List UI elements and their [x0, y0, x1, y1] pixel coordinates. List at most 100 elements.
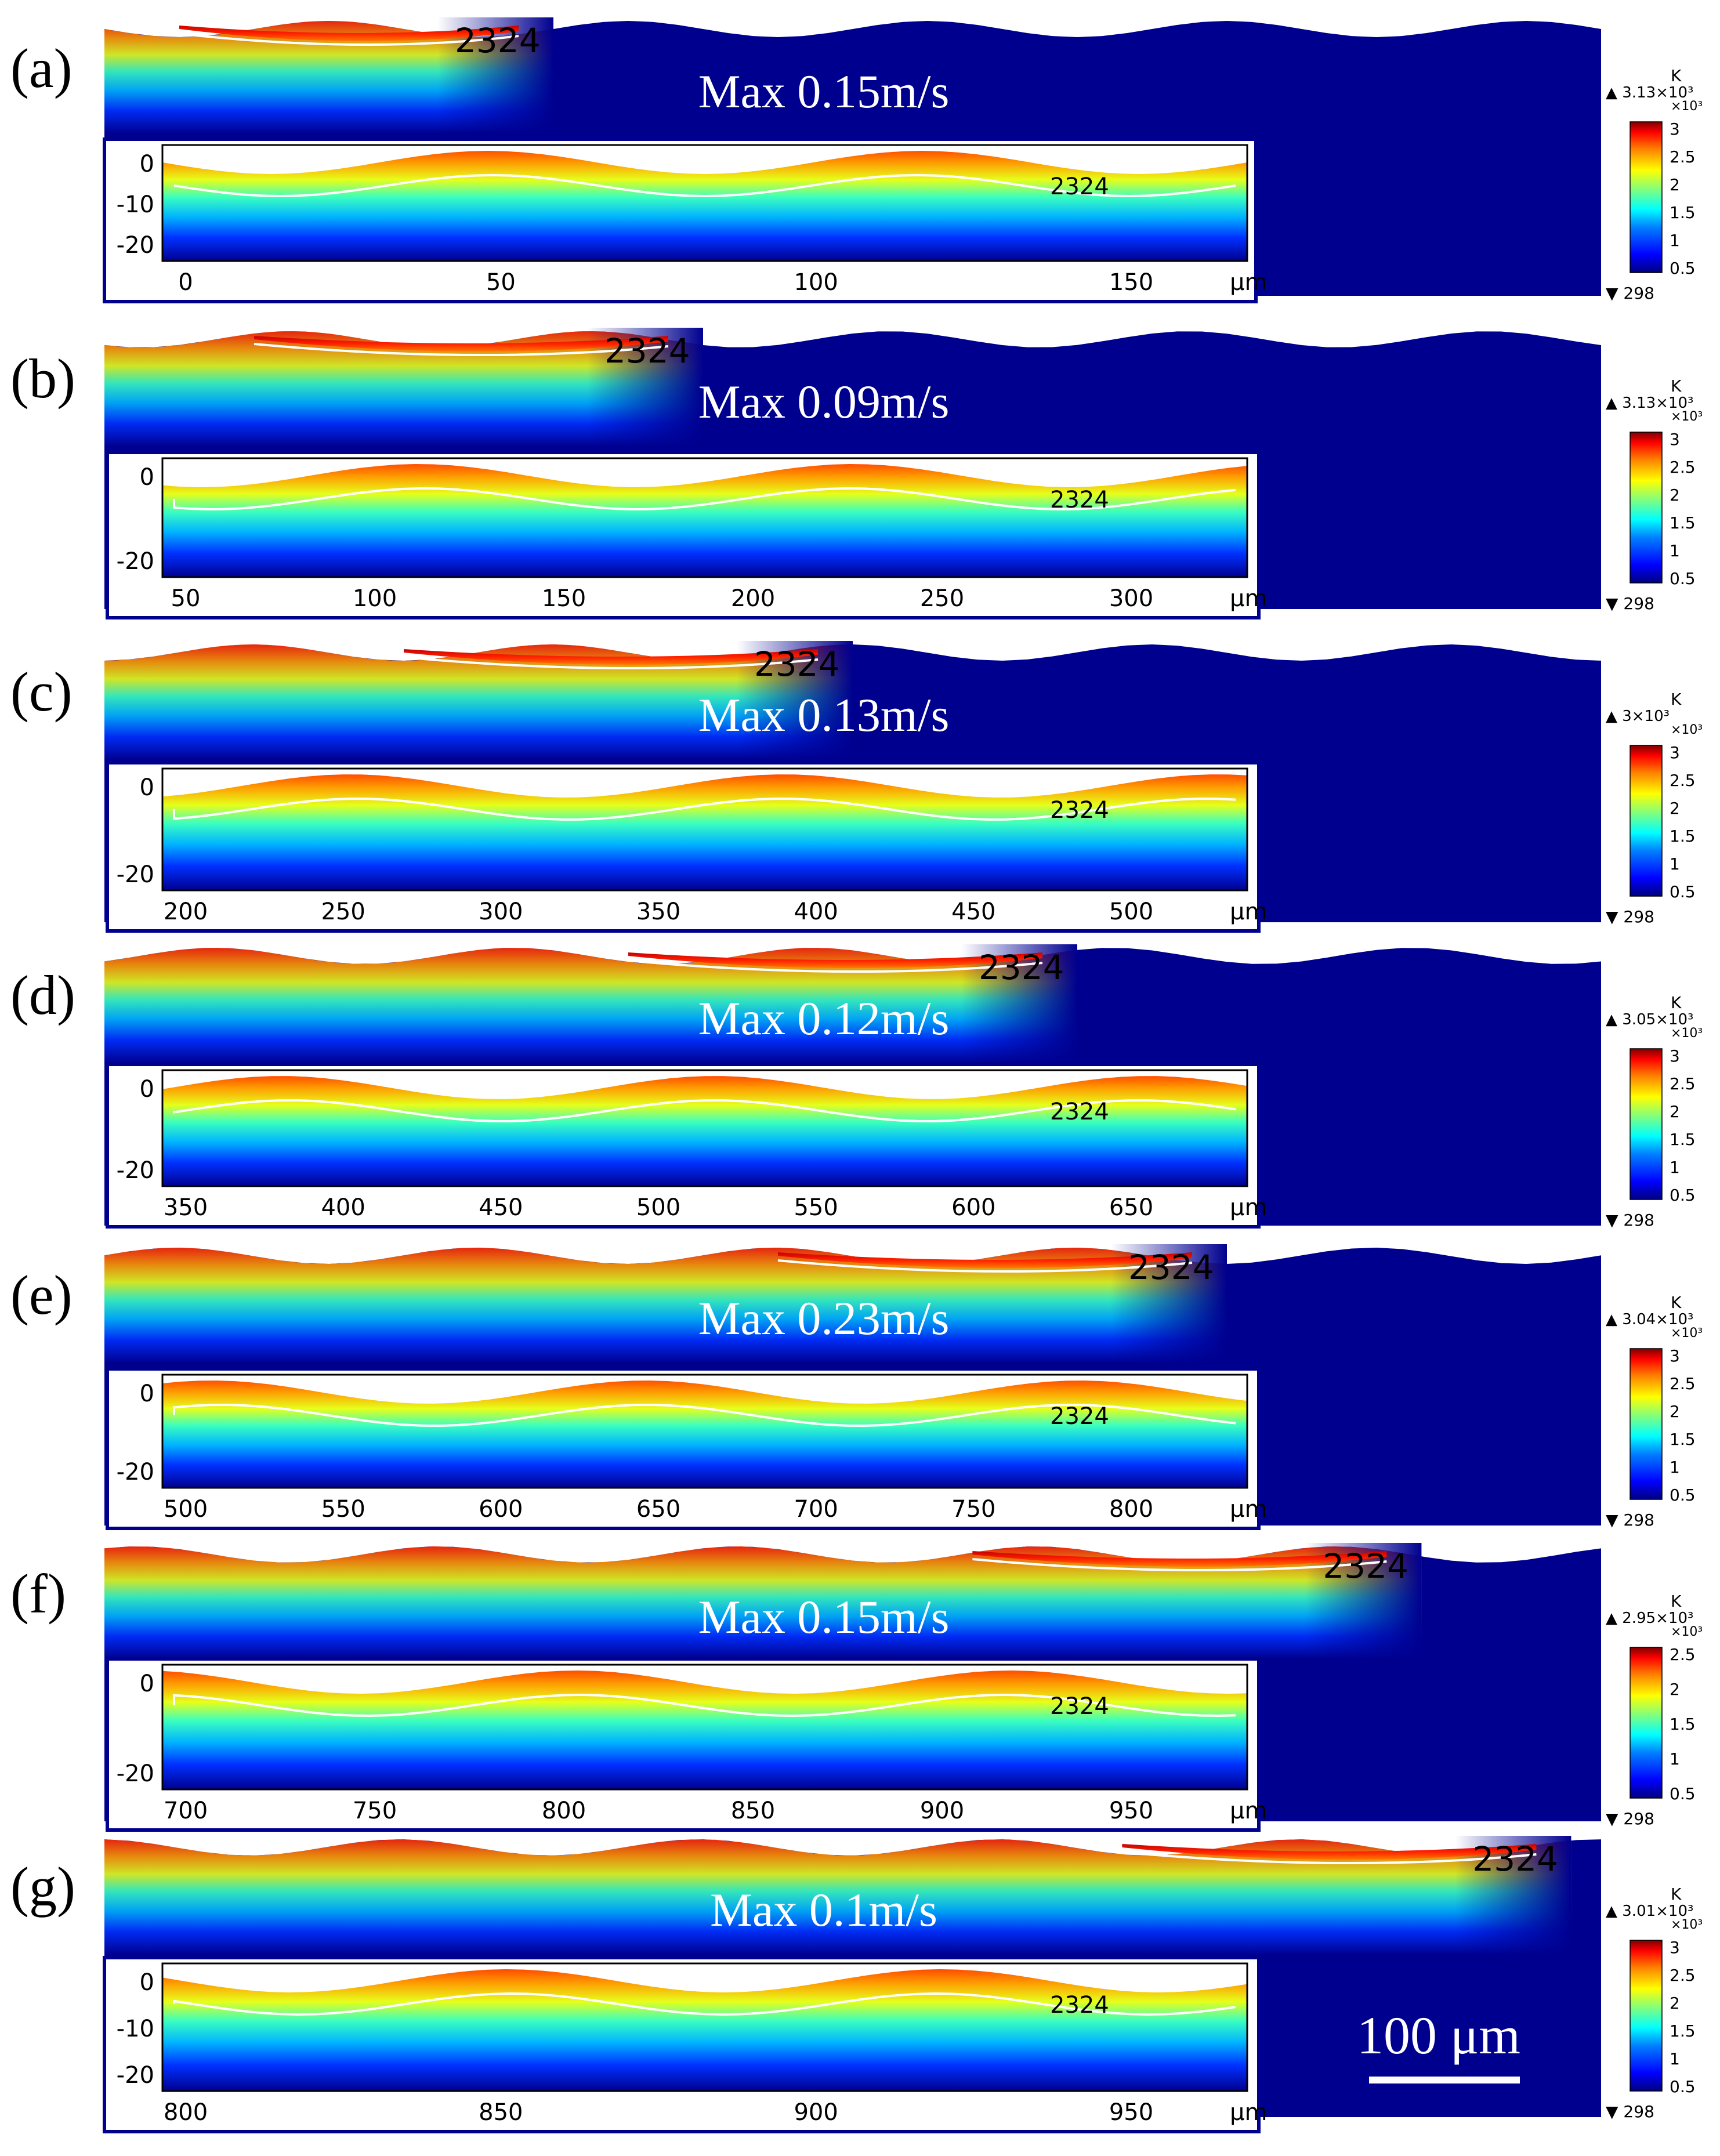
isotherm-line	[777, 1259, 1193, 1273]
inset-y-tick: 0	[140, 1076, 154, 1103]
inset-x-tick: 300	[1109, 585, 1153, 612]
inset-x-tick: 800	[542, 1798, 586, 1824]
inset-y-tick: -20	[117, 861, 154, 888]
colorbar-tick: 1	[1670, 1458, 1680, 1477]
inset-y-tick: 0	[140, 1969, 154, 1996]
heated-zone	[104, 1546, 1422, 1659]
colorbar-tick: 2.5	[1670, 458, 1696, 477]
colorbar-tick: 1.5	[1670, 2021, 1696, 2041]
inset-y-tick: 0	[140, 1380, 154, 1407]
panel-label: (a)	[10, 37, 73, 99]
melt-pool	[972, 1551, 1387, 1567]
inset-isotherm	[173, 1099, 1236, 1122]
inset-x-tick: 200	[731, 585, 775, 612]
colorbar-tick: 2.5	[1670, 1966, 1696, 1985]
inset-x-tick: 350	[164, 1194, 208, 1221]
scale-bar: 100 μm	[1357, 2006, 1520, 2083]
colorbar-max: ▲ 2.95×10³	[1606, 1610, 1693, 1627]
colorbar-gradient	[1630, 1647, 1663, 1799]
inset-x-tick: 800	[1109, 1496, 1153, 1523]
inset-unit: μm	[1230, 1496, 1267, 1523]
isotherm-line	[1122, 1851, 1537, 1865]
max-velocity-label: Max 0.15m/s	[698, 65, 950, 118]
colorbar-tick: 2.5	[1670, 1645, 1696, 1664]
inset-unit: μm	[1230, 1798, 1267, 1824]
inset-x-tick: 950	[1109, 2099, 1153, 2126]
colorbar-tick: 0.5	[1670, 1186, 1696, 1205]
colorbar-tick: 1	[1670, 231, 1680, 250]
inset-isotherm	[173, 487, 1236, 511]
colorbar-tick: 0.5	[1670, 1784, 1696, 1803]
inset-x-tick: 100	[794, 269, 838, 296]
inset-axes	[161, 144, 1248, 262]
colorbar-unit: K	[1671, 690, 1682, 709]
colorbar-a: K▲ 3.13×10³×10³ 3 2.5 2 1.5 1 0.5 ▼ 298	[1606, 66, 1703, 303]
colorbar-tick: 3	[1670, 1938, 1680, 1957]
colorbar-tick: 1.5	[1670, 513, 1696, 532]
inset-unit: μm	[1230, 269, 1267, 296]
inset-axes	[161, 1962, 1248, 2092]
colorbar-unit: K	[1671, 1293, 1682, 1312]
melt-pool	[778, 1252, 1192, 1269]
inset-y-tick: 0	[140, 464, 154, 491]
colorbar-tick: 3	[1670, 743, 1680, 762]
inset-surface	[162, 145, 1247, 174]
colorbar-max: ▲ 3×10³	[1606, 708, 1670, 725]
colorbar-unit: K	[1671, 993, 1682, 1012]
inset-y-tick: 0	[140, 774, 154, 801]
melt-pool	[628, 952, 1042, 969]
isotherm-line	[254, 343, 669, 357]
colorbar-multiplier: ×10³	[1671, 723, 1703, 737]
colorbar-multiplier: ×10³	[1671, 1918, 1703, 1932]
inset-x-tick: 600	[479, 1496, 523, 1523]
colorbar-tick: 3	[1670, 430, 1680, 449]
inset-b: 2324 0 -20 50 100 150 200 250 300 μm	[106, 451, 1267, 619]
colorbar-gradient	[1630, 745, 1663, 897]
colorbar-tick: 2.5	[1670, 1374, 1696, 1393]
inset-x-tick: 850	[731, 1798, 775, 1824]
colorbar-multiplier: ×10³	[1671, 1326, 1703, 1340]
colorbar-min: ▼ 298	[1606, 2102, 1654, 2121]
isotherm-label: 2324	[1128, 1248, 1214, 1287]
inset-d: 2324 0 -20 350 400 450 500 550 600 650 μm	[106, 1063, 1267, 1229]
inset-axes	[161, 457, 1248, 578]
heated-zone	[104, 644, 853, 760]
inset-axes	[161, 1374, 1248, 1489]
panel-label: (g)	[10, 1856, 75, 1918]
inset-isotherm	[173, 173, 1236, 198]
melt-pool	[1122, 1844, 1537, 1860]
inset-x-tick: 900	[920, 1798, 964, 1824]
inset-x-tick: 400	[321, 1194, 365, 1221]
colorbar-unit: K	[1671, 1885, 1682, 1904]
colorbar-min: ▼ 298	[1606, 1510, 1654, 1530]
colorbar-e: K▲ 3.04×10³×10³ 3 2.5 2 1.5 1 0.5 ▼ 298	[1606, 1293, 1703, 1530]
colorbar-tick: 0.5	[1670, 569, 1696, 588]
inset-surface	[162, 458, 1247, 487]
inset-x-tick: 200	[164, 898, 208, 925]
inset-y-tick: -10	[117, 2016, 154, 2042]
colorbar-g: K▲ 3.01×10³×10³ 3 2.5 2 1.5 1 0.5 ▼ 298	[1606, 1885, 1703, 2121]
inset-x-tick: 50	[171, 585, 201, 612]
colorbar-tick: 2.5	[1670, 147, 1696, 166]
inset-x-tick: 550	[794, 1194, 838, 1221]
inset-isotherm-label: 2324	[1050, 1693, 1109, 1720]
inset-y-tick: 0	[140, 151, 154, 177]
inset-x-tick: 750	[353, 1798, 397, 1824]
panel-g: 2324 (g) Max 0.1m/s 2324 0 -10 -20 800 850 900 950…	[10, 1836, 1703, 2133]
inset-e: 2324 0 -20 500 550 600 650 700 750 800 μm	[106, 1367, 1267, 1530]
panel-d: 2324 (d) Max 0.12m/s 2324 0 -20 350 400 450 500 55…	[10, 944, 1703, 1230]
inset-field	[162, 1070, 1247, 1186]
inset-x-tick: 550	[321, 1496, 365, 1523]
inset-isotherm-label: 2324	[1050, 1099, 1109, 1125]
isotherm-line	[972, 1558, 1387, 1572]
colorbar-f: K▲ 2.95×10³×10³ 2.5 2 1.5 1 0.5 ▼ 298	[1606, 1592, 1703, 1828]
panel-e: 2324 (e) Max 0.23m/s 2324 0 -20 500 550 600 650 70…	[10, 1244, 1703, 1530]
colorbar-tick: 1	[1670, 854, 1680, 874]
inset-x-tick: 250	[920, 585, 964, 612]
inset-surface	[162, 1963, 1247, 1992]
inset-surface	[162, 1375, 1247, 1404]
colorbar-multiplier: ×10³	[1671, 1026, 1703, 1041]
inset-x-tick: 950	[1109, 1798, 1153, 1824]
inset-x-tick: 800	[164, 2099, 208, 2126]
